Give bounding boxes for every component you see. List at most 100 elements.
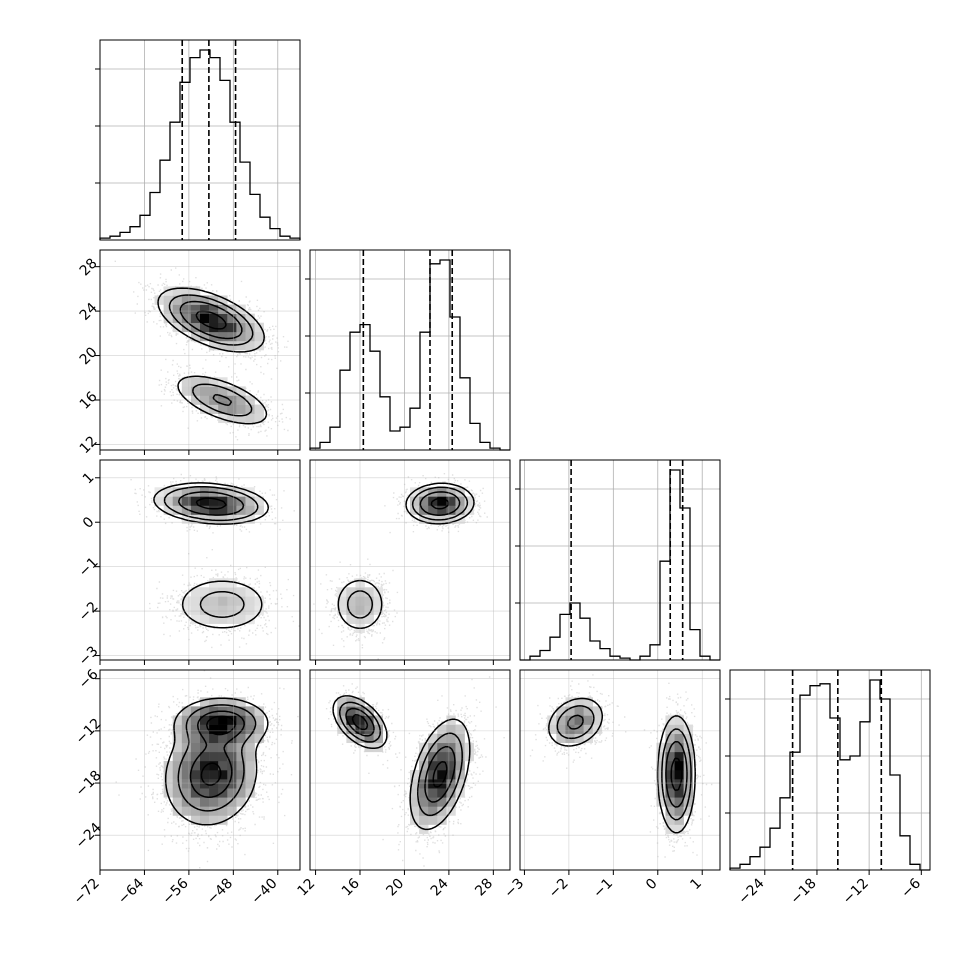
y-tick-label: 20 [77,344,101,368]
density-cell [181,295,192,305]
density-cell [163,304,174,314]
panel-content [310,460,510,660]
x-tick-label: 20 [383,876,407,900]
density-cell [583,706,594,716]
density-cell [373,605,384,615]
density-cell [455,742,465,753]
density-cell [410,788,420,798]
density-cell [190,742,201,753]
density-cell [181,742,192,753]
density-cell [209,496,219,506]
density-cell [163,295,174,305]
x-tick-label: −12 [840,876,872,908]
density-cell [245,322,255,333]
density-cell [218,697,228,707]
density-cell [236,304,246,314]
density-cell [209,697,219,707]
x-tick-label: 16 [339,875,363,899]
density-cell [218,770,228,780]
density-cell [236,313,246,324]
y-tick-label: 24 [77,300,101,324]
density-cell [236,413,246,424]
density-cell [446,733,456,744]
density-cell [556,706,566,716]
density-cell [254,404,264,414]
density-cell [200,706,210,716]
density-cell [446,742,456,753]
density-cell [364,733,374,744]
density-cell [574,697,584,707]
scatter-panel-3-2 [309,459,511,665]
density-cell [200,605,210,615]
density-cell [163,496,174,506]
density-cell [656,760,666,771]
density-cell [218,815,228,825]
density-cell [254,724,264,734]
scatter-panel-3-1 [95,459,301,665]
density-cell [583,715,594,725]
density-cell [209,313,219,324]
density-cell [455,505,465,515]
density-cell [437,815,447,825]
density-cell [209,505,219,515]
density-cell [446,505,456,515]
density-cell [190,605,201,615]
density-cell [209,386,219,396]
density-cell [236,788,246,798]
density-cell [218,733,228,744]
histogram-step [729,679,930,871]
density-cell [181,605,192,615]
density-cell [200,614,210,624]
density-cell [200,331,210,342]
contour-level [164,697,269,826]
density-cell [227,313,237,324]
density-cell [236,514,246,524]
density-cell [337,605,347,615]
density-cell [346,715,356,725]
panel-frame [99,459,301,661]
contour-level [346,486,469,619]
density-cell [656,751,666,762]
density-cell [209,304,219,314]
histogram-step [99,49,301,240]
density-cell [218,806,228,816]
density-cell [428,815,438,825]
contour-level [195,310,227,330]
density-cell [200,587,210,597]
panel-content [100,670,300,870]
density-cell [364,596,374,606]
density-cell [364,605,374,615]
density-cell [172,724,183,734]
density-cell [200,715,210,725]
density-cell [419,487,429,497]
x-tick-label: −24 [735,875,767,907]
density-cell [254,505,264,515]
density-cell [254,596,264,606]
density-cell [172,295,183,305]
density-cell [656,779,666,789]
density-cell [245,587,255,597]
density-cell [665,806,675,816]
density-cell [200,404,210,414]
density-cell [245,331,255,342]
density-cell [592,715,603,725]
density-cell [346,724,356,734]
density-cell [656,788,666,798]
density-cell [419,514,429,524]
density-cell [154,496,164,506]
density-cell [209,815,219,825]
contour-level [670,757,683,792]
scatter-panel-4-3 [519,669,721,875]
y-tick-label: −3 [76,643,102,669]
density-cell [236,404,246,414]
density-cell [565,715,575,725]
density-cell [419,751,429,762]
density-cell [172,322,183,333]
density-cell [437,496,447,506]
histogram-panel-2 [305,249,511,451]
density-cell [218,340,228,351]
density-cell [419,797,429,807]
density-cell [446,751,456,762]
density-cell [172,797,183,807]
density-cell [227,697,237,707]
